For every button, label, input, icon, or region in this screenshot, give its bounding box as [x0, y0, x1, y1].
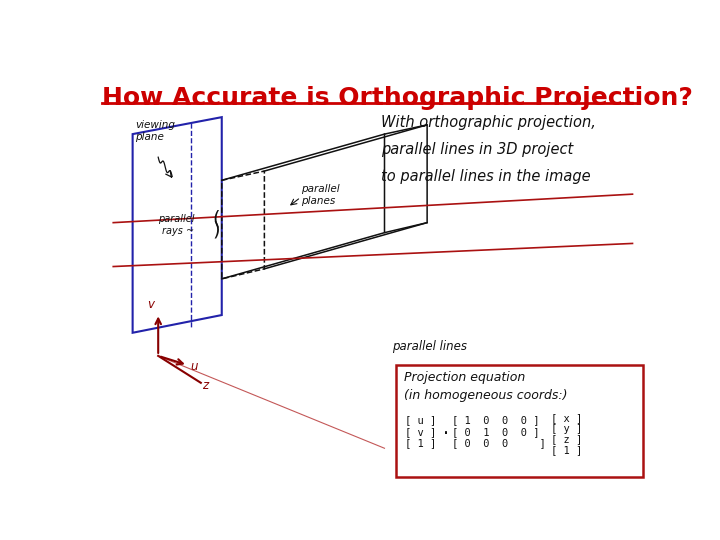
Text: ): ): [212, 221, 220, 240]
Text: [ 1 ]: [ 1 ]: [405, 438, 436, 448]
Text: With orthographic projection,
parallel lines in 3D project
to parallel lines in : With orthographic projection, parallel l…: [381, 115, 595, 184]
Text: [ 0  0  0     ]: [ 0 0 0 ]: [452, 438, 546, 448]
Text: [ y ]: [ y ]: [551, 423, 582, 434]
Text: (: (: [212, 210, 220, 228]
Text: [ u ]: [ u ]: [405, 415, 436, 425]
Text: z: z: [202, 379, 208, 392]
Text: Projection equation
(in homogeneous coords:): Projection equation (in homogeneous coor…: [404, 372, 567, 402]
Bar: [396, 365, 642, 477]
Text: [ 1  0  0  0 ]: [ 1 0 0 0 ]: [452, 415, 539, 425]
Text: How Accurate is Orthographic Projection?: How Accurate is Orthographic Projection?: [102, 86, 693, 110]
Text: v: v: [147, 298, 154, 311]
Text: u: u: [191, 360, 198, 373]
Text: parallel
rays ~: parallel rays ~: [158, 214, 194, 236]
Text: parallel lines: parallel lines: [392, 340, 467, 354]
Text: [ 1 ]: [ 1 ]: [551, 445, 582, 455]
Text: [ z ]: [ z ]: [551, 434, 582, 444]
Text: [ x ]: [ x ]: [551, 413, 582, 423]
Text: [ 0  1  0  0 ]: [ 0 1 0 0 ]: [452, 427, 539, 437]
Text: ·: ·: [441, 425, 451, 443]
Text: parallel
planes: parallel planes: [301, 184, 339, 206]
Text: viewing
plane: viewing plane: [135, 120, 175, 142]
Text: [ v ]: [ v ]: [405, 427, 436, 437]
